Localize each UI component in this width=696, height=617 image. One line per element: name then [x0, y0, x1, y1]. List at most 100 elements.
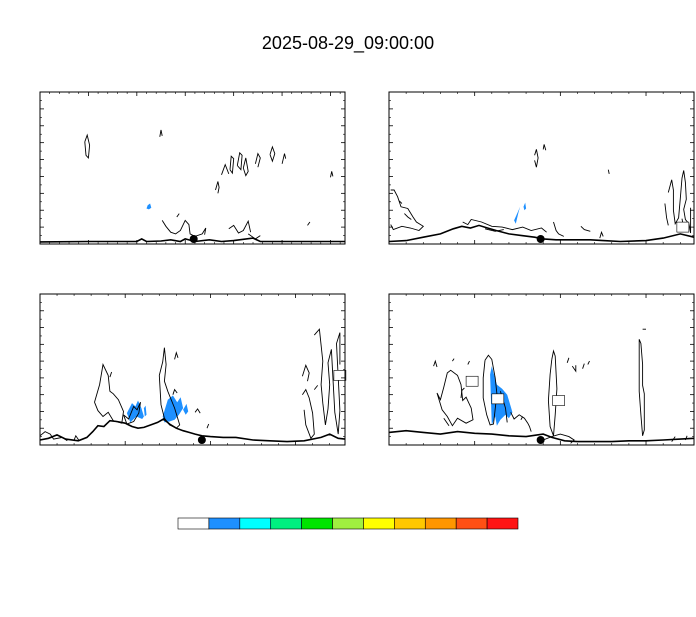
- condensate-contour: [301, 364, 310, 382]
- condensate-contour: [582, 363, 585, 369]
- panel-south-north: [39, 91, 346, 245]
- condensate-contour: [194, 408, 201, 414]
- terrain-line: [39, 418, 346, 443]
- tracer-area: [183, 403, 189, 415]
- condensate-contour: [482, 354, 498, 426]
- condensate-contour: [269, 145, 276, 163]
- location-marker: [189, 235, 198, 243]
- condensate-contour: [664, 203, 669, 226]
- condensate-contour: [73, 434, 80, 442]
- condensate-contour: [467, 360, 470, 365]
- condensate-contour: [161, 219, 207, 237]
- colorbar-swatch: [332, 517, 364, 530]
- condensate-contour: [158, 347, 181, 429]
- tracer-area: [146, 203, 152, 210]
- panel-sw-ne: [388, 91, 695, 245]
- condensate-contour: [172, 388, 178, 395]
- condensate-contour: [159, 129, 163, 137]
- colorbar-swatch: [455, 517, 488, 530]
- condensate-contour: [580, 225, 591, 232]
- condensate-contour: [443, 417, 450, 426]
- condensate-contour: [433, 359, 438, 368]
- tracer-area: [143, 405, 147, 417]
- condensate-contour: [307, 221, 311, 226]
- condensate-contour: [84, 133, 91, 159]
- condensate-contour: [510, 412, 532, 432]
- plot-frame: [388, 91, 695, 245]
- condensate-contour: [281, 153, 287, 164]
- condensate-contour: [571, 365, 577, 373]
- contour-label: [491, 393, 505, 405]
- contour-label: [552, 395, 565, 406]
- plot-frame: [39, 91, 346, 245]
- terrain-line: [388, 429, 695, 443]
- condensate-contour: [123, 402, 141, 425]
- condensate-contour: [553, 221, 564, 237]
- condensate-contour: [242, 157, 249, 177]
- contour-label-box: [552, 395, 565, 406]
- colorbar-swatch: [486, 517, 519, 530]
- colorbar-swatch: [363, 517, 395, 530]
- condensate-contour: [587, 360, 590, 365]
- panel-west-east: [39, 293, 347, 446]
- colorbar-swatch: [301, 517, 333, 530]
- condensate-contour: [566, 357, 570, 363]
- contour-label-box: [676, 221, 690, 233]
- colorbar-swatch: [177, 517, 210, 530]
- tracer-area: [162, 395, 184, 423]
- plot-frame: [388, 293, 695, 446]
- condensate-contour: [215, 181, 220, 194]
- terrain-line: [388, 224, 695, 243]
- condensate-contour: [176, 213, 180, 218]
- condensate-contour: [599, 230, 604, 239]
- condensate-contour: [330, 171, 334, 178]
- colorbar-swatch: [270, 517, 302, 530]
- condensate-contour: [206, 423, 210, 429]
- plot-frame: [39, 293, 346, 446]
- condensate-contour: [667, 170, 692, 234]
- colorbar-swatch: [424, 517, 457, 530]
- page-title: 2025-08-29_09:00:00: [262, 33, 434, 54]
- condensate-contour: [174, 351, 179, 360]
- location-marker: [536, 235, 545, 243]
- condensate-contour: [638, 339, 645, 436]
- location-marker: [197, 436, 206, 444]
- condensate-contour: [313, 385, 319, 390]
- condensate-contour: [221, 163, 230, 175]
- condensate-contour: [534, 149, 539, 168]
- condensate-contour: [462, 218, 547, 233]
- condensate-contour: [607, 169, 610, 174]
- condensate-contour: [542, 144, 547, 151]
- condensate-contour: [436, 369, 474, 427]
- condensate-contour: [302, 388, 315, 440]
- colorbar: [177, 517, 519, 530]
- condensate-contour: [398, 200, 403, 204]
- condensate-contour: [109, 371, 113, 378]
- condensate-contour: [460, 387, 465, 399]
- condensate-contour: [452, 358, 455, 362]
- condensate-contour: [313, 328, 341, 435]
- colorbar-swatch: [208, 517, 241, 530]
- panel-nw-se: [388, 293, 695, 446]
- location-marker: [536, 436, 545, 444]
- colorbar-swatch: [239, 517, 272, 530]
- condensate-contour: [520, 416, 524, 421]
- condensate-contour: [390, 189, 425, 232]
- condensate-contour: [228, 219, 252, 234]
- condensate-contour: [94, 363, 124, 424]
- tracer-area: [514, 206, 521, 224]
- colorbar-swatch: [394, 517, 426, 530]
- condensate-contour: [236, 151, 243, 171]
- condensate-contour: [484, 228, 504, 232]
- condensate-contour: [254, 152, 261, 168]
- condensate-contour: [404, 213, 412, 220]
- panels: [39, 91, 695, 446]
- condensate-contour: [229, 155, 235, 175]
- contour-label: [676, 221, 690, 233]
- contour-label-box: [465, 375, 479, 387]
- contour-label-box: [491, 393, 505, 405]
- condensate-contour: [547, 349, 558, 436]
- contour-label: [333, 370, 347, 381]
